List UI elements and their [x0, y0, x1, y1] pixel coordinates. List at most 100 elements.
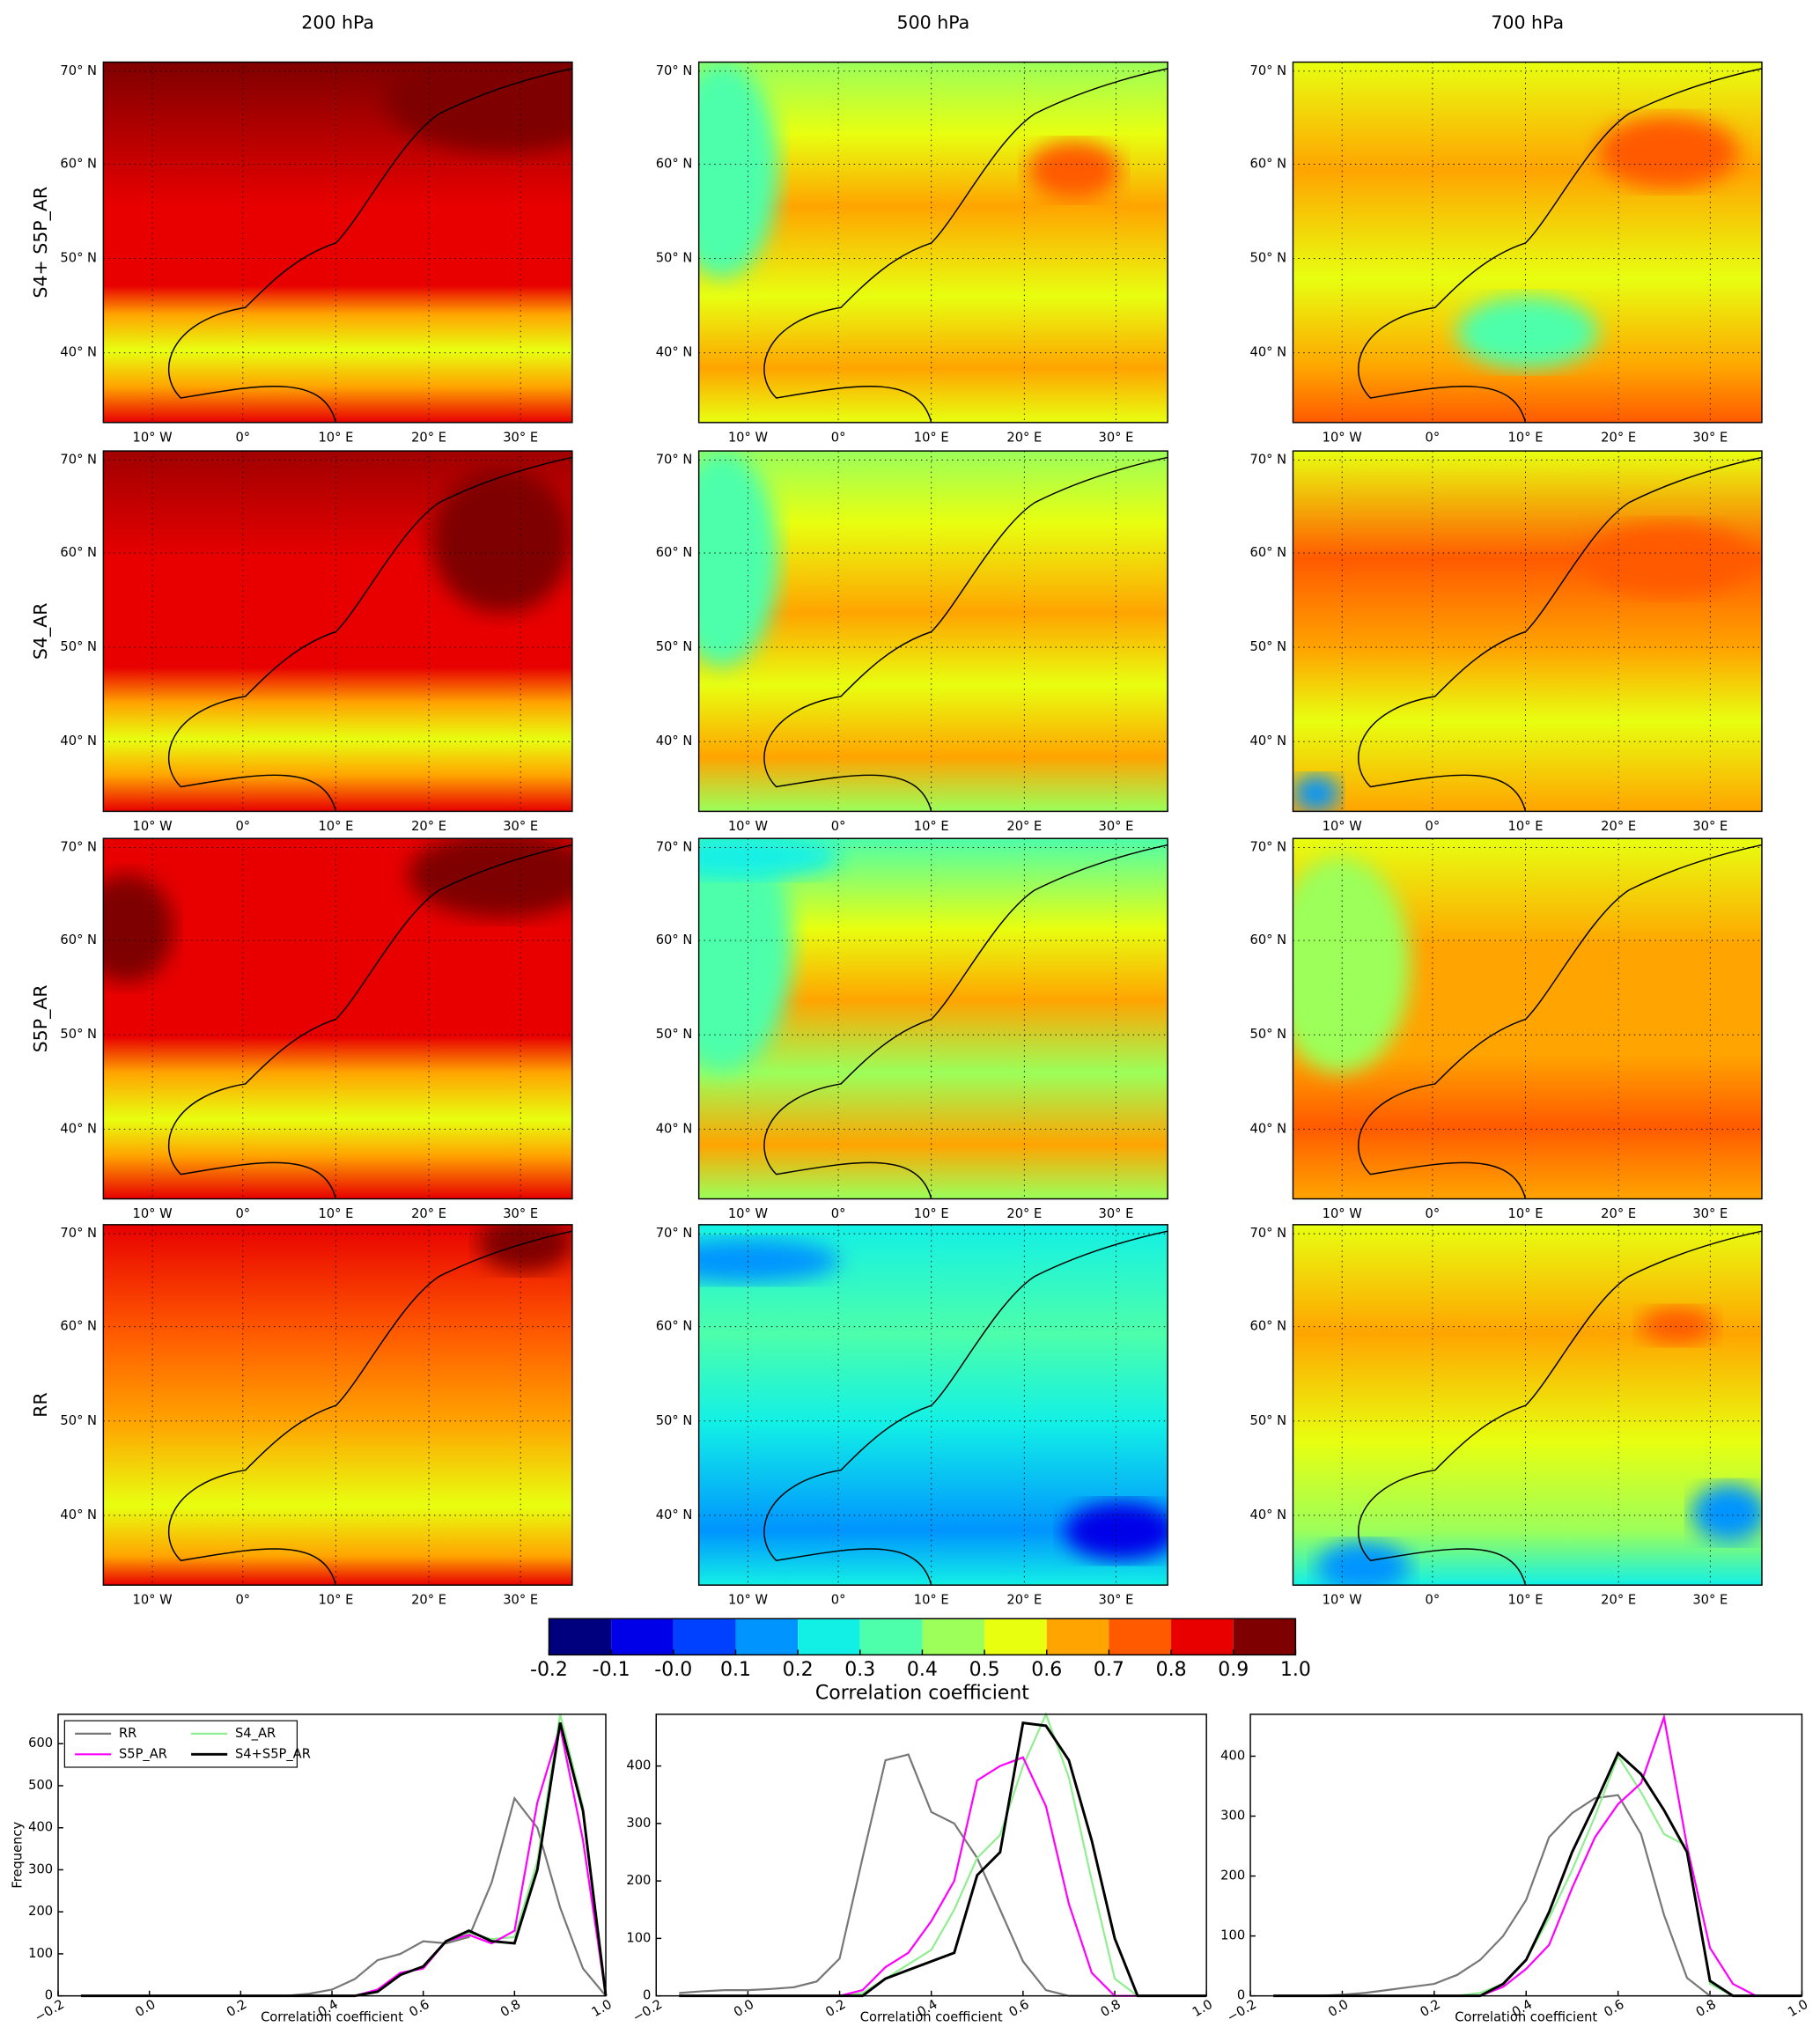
legend-label: S4+S5P_AR	[235, 1746, 311, 1761]
colorbar-segment	[1109, 1618, 1172, 1655]
lon-label: 10° W	[1323, 430, 1363, 445]
lon-label: 0°	[831, 1593, 846, 1608]
lon-label: 0°	[831, 430, 846, 445]
coastline	[167, 844, 572, 1199]
lat-label: 50° N	[1250, 1413, 1287, 1428]
colorbar-segment	[549, 1618, 612, 1655]
x-tick-label: 0.6	[407, 1997, 432, 2020]
lat-label: 40° N	[656, 345, 693, 360]
lon-label: 30° E	[1099, 819, 1134, 834]
map-background	[1293, 1224, 1762, 1586]
y-axis-label: Frequency	[11, 1822, 26, 1889]
lon-label: 10° E	[914, 1206, 949, 1221]
map-frame	[102, 1224, 573, 1586]
lat-label: 60° N	[1250, 156, 1287, 171]
lat-label: 70° N	[1250, 1226, 1287, 1241]
colorbar-segment	[984, 1618, 1047, 1655]
map-blob	[1456, 296, 1598, 369]
colorbar-tick-label: -0.2	[530, 1659, 568, 1681]
map-blob	[1597, 115, 1739, 188]
lat-label: 50° N	[656, 1413, 693, 1428]
coastline	[1358, 456, 1762, 812]
lat-label: 40° N	[60, 733, 97, 748]
lat-label: 40° N	[1250, 1507, 1287, 1522]
map-frame	[1292, 450, 1763, 813]
legend-box	[63, 1720, 298, 1768]
y-tick-label: 400	[1220, 1748, 1245, 1763]
map-blob	[1293, 775, 1340, 812]
lon-label: 20° E	[411, 1593, 446, 1608]
colorbar-tick-label: 0.1	[720, 1659, 751, 1681]
lon-label: 10° E	[1508, 430, 1544, 445]
map-blob	[698, 838, 840, 879]
y-tick-label: 100	[1220, 1928, 1245, 1943]
column-title: 200 hPa	[301, 12, 374, 33]
lat-label: 70° N	[656, 839, 693, 854]
colorbar-tick-label: -0.1	[593, 1659, 630, 1681]
lat-label: 70° N	[656, 452, 693, 467]
map-frame	[102, 61, 573, 424]
lon-label: 20° E	[1601, 430, 1636, 445]
lon-label: 30° E	[1692, 430, 1728, 445]
map-field	[698, 451, 1168, 812]
map-blob	[698, 62, 779, 279]
x-tick-label: 0.0	[1326, 1997, 1352, 2020]
lon-label: 10° E	[914, 1593, 949, 1608]
y-tick-label: 400	[28, 1820, 53, 1835]
y-tick-label: 300	[626, 1816, 651, 1831]
lon-label: 10° W	[728, 430, 769, 445]
map-field	[103, 1224, 572, 1586]
colorbar-tick-label: 0.3	[844, 1659, 875, 1681]
map-blob	[1027, 141, 1121, 200]
lat-label: 50° N	[1250, 1027, 1287, 1042]
lon-label: 20° E	[1006, 819, 1042, 834]
lat-label: 40° N	[60, 1121, 97, 1136]
column-title: 700 hPa	[1491, 12, 1564, 33]
coastline	[1358, 68, 1762, 423]
coastline	[1358, 844, 1762, 1199]
colorbar-tick-label: 1.0	[1280, 1659, 1311, 1681]
y-tick-label: 300	[28, 1861, 53, 1876]
lat-label: 70° N	[60, 63, 97, 78]
colorbar-segment	[1233, 1618, 1296, 1655]
colorbar-segment	[735, 1618, 799, 1655]
lon-label: 0°	[235, 1206, 250, 1221]
lat-label: 50° N	[60, 1413, 97, 1428]
row-label: S4_AR	[30, 602, 51, 660]
y-tick-label: 200	[626, 1873, 651, 1888]
lon-label: 10° W	[133, 1593, 173, 1608]
lon-label: 0°	[831, 819, 846, 834]
map-frame	[102, 837, 573, 1200]
colorbar-tick-label: 0.2	[783, 1659, 814, 1681]
colorbar-segment	[1171, 1618, 1234, 1655]
lon-label: 0°	[1426, 1206, 1441, 1221]
lon-label: 30° E	[1692, 1206, 1728, 1221]
row-label: S4+ S5P_AR	[30, 187, 51, 299]
map-frame	[1292, 1224, 1763, 1586]
x-tick-label: 0.2	[1418, 1997, 1443, 2020]
map-blob	[1639, 1307, 1715, 1344]
lon-label: 10° E	[914, 430, 949, 445]
map-blob	[1316, 1542, 1411, 1586]
colorbar-tick-label: 0.9	[1218, 1659, 1249, 1681]
y-tick-label: 300	[1220, 1809, 1245, 1824]
lat-label: 50° N	[656, 639, 693, 654]
lon-label: 30° E	[503, 1593, 538, 1608]
lat-label: 40° N	[656, 1507, 693, 1522]
lon-label: 10° E	[318, 430, 353, 445]
colorbar-segment	[673, 1618, 736, 1655]
map-panel: 70° N 60° N 50° N 40° N 10° W 0° 10° E 20° E 30°…	[1250, 450, 1763, 834]
lon-label: 10° W	[1323, 1593, 1363, 1608]
map-field	[103, 838, 572, 1199]
map-blob	[408, 838, 572, 918]
map-frame	[697, 837, 1168, 1200]
map-blob	[698, 1239, 840, 1283]
lat-label: 60° N	[1250, 545, 1287, 560]
plot-area	[1250, 1714, 1802, 1996]
map-panel: 70° N 60° N 50° N 40° N 10° W 0° 10° E 20° E 30°…	[656, 1224, 1168, 1608]
x-axis-label: Correlation coefficient	[261, 2010, 403, 2025]
map-field	[1293, 1224, 1762, 1586]
lat-label: 50° N	[656, 251, 693, 266]
lat-label: 60° N	[656, 1319, 693, 1334]
map-background	[1293, 451, 1762, 812]
